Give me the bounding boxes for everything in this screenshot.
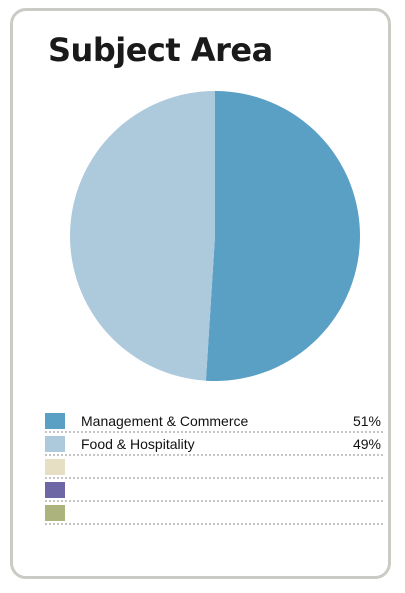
chart-title: Subject Area bbox=[48, 31, 273, 69]
legend-value: 51% bbox=[352, 413, 381, 429]
legend-item: Food & Hospitality 49% bbox=[45, 433, 383, 456]
legend-swatch bbox=[45, 436, 65, 452]
legend-swatch bbox=[45, 482, 65, 498]
pie-slices bbox=[69, 91, 360, 381]
legend-value: 49% bbox=[352, 436, 381, 452]
legend-item: Management & Commerce 51% bbox=[45, 410, 383, 433]
legend-label: Food & Hospitality bbox=[81, 436, 195, 452]
pie-slice bbox=[69, 91, 216, 381]
legend-item bbox=[45, 502, 383, 525]
legend-label: Management & Commerce bbox=[81, 413, 249, 429]
pie-slice bbox=[205, 91, 360, 381]
legend-swatch bbox=[45, 505, 65, 521]
legend-swatch bbox=[45, 413, 65, 429]
legend: Management & Commerce 51% Food & Hospita… bbox=[45, 410, 383, 525]
legend-item bbox=[45, 479, 383, 502]
legend-swatch bbox=[45, 459, 65, 475]
legend-item bbox=[45, 456, 383, 479]
